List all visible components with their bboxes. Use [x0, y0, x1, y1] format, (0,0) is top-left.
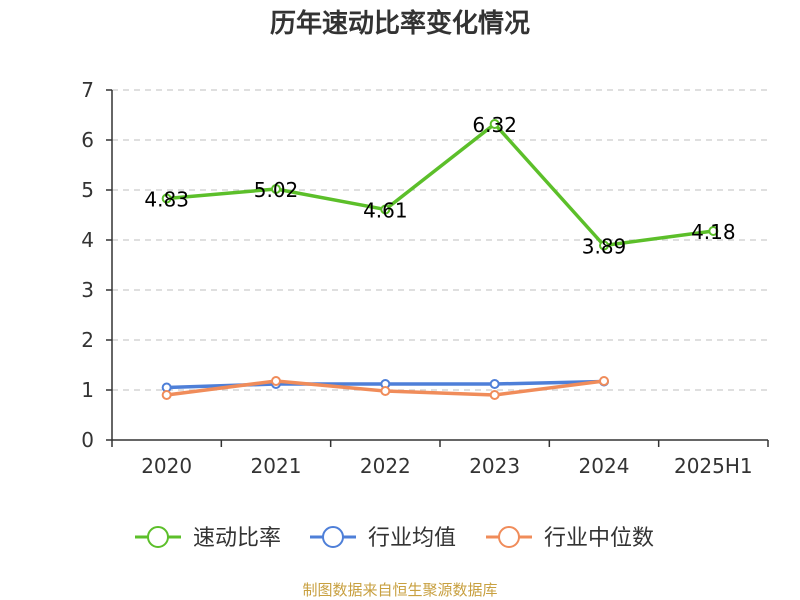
- chart-title: 历年速动比率变化情况: [270, 8, 530, 39]
- data-point[interactable]: [489, 390, 500, 400]
- data-label: 6.32: [472, 113, 517, 137]
- data-point[interactable]: [599, 376, 609, 386]
- legend-swatch-marker: [147, 526, 169, 548]
- data-point[interactable]: [599, 240, 609, 251]
- x-tick-label: 2021: [251, 454, 302, 478]
- data-labels: 4.83 5.02 4.61 6.32 3.89 4.18: [144, 113, 735, 259]
- source-note: 制图数据来自恒生聚源数据库: [302, 581, 497, 599]
- data-point[interactable]: [161, 193, 172, 204]
- y-tick-label: 5: [81, 178, 94, 202]
- legend-swatch-marker: [322, 526, 344, 548]
- legend-label[interactable]: 行业中位数: [544, 526, 654, 551]
- y-tick-label: 3: [81, 278, 94, 302]
- y-tick-label: 2: [81, 328, 94, 352]
- data-point[interactable]: [271, 376, 281, 386]
- x-tick-label: 2024: [579, 454, 630, 478]
- data-label: 4.61: [363, 199, 408, 223]
- y-tick-label: 6: [81, 128, 94, 152]
- data-label: 4.83: [144, 188, 189, 212]
- x-tick-label: 2022: [360, 454, 411, 478]
- series-layer: [161, 119, 719, 400]
- legend[interactable]: 速动比率 行业均值 行业中位数: [135, 526, 654, 551]
- data-point[interactable]: [708, 226, 719, 236]
- data-label: 4.18: [691, 220, 736, 244]
- data-point[interactable]: [489, 379, 500, 389]
- data-point[interactable]: [161, 390, 172, 400]
- data-point[interactable]: [271, 184, 281, 194]
- y-tick-label: 0: [81, 428, 94, 452]
- series-line: [166, 122, 714, 248]
- x-tick-label: 2023: [469, 454, 520, 478]
- x-tick-label: 2025H1: [674, 454, 753, 478]
- legend-label[interactable]: 行业均值: [368, 526, 456, 551]
- data-label: 5.02: [254, 178, 299, 202]
- legend-label[interactable]: 速动比率: [193, 526, 281, 551]
- grid-lines: [112, 89, 768, 391]
- y-tick-label: 7: [81, 78, 94, 102]
- data-point[interactable]: [380, 204, 391, 215]
- data-label: 3.89: [582, 235, 627, 259]
- data-point[interactable]: [380, 386, 391, 396]
- y-tick-label: 4: [81, 228, 94, 252]
- data-point[interactable]: [489, 119, 500, 129]
- y-tick-label: 1: [81, 378, 94, 402]
- legend-swatch-marker: [498, 526, 520, 548]
- axes: 0 1 2 3 4 5 6 7 2020 2021 2022 2023 2024 2025H1: [81, 78, 769, 478]
- x-tick-label: 2020: [141, 454, 192, 478]
